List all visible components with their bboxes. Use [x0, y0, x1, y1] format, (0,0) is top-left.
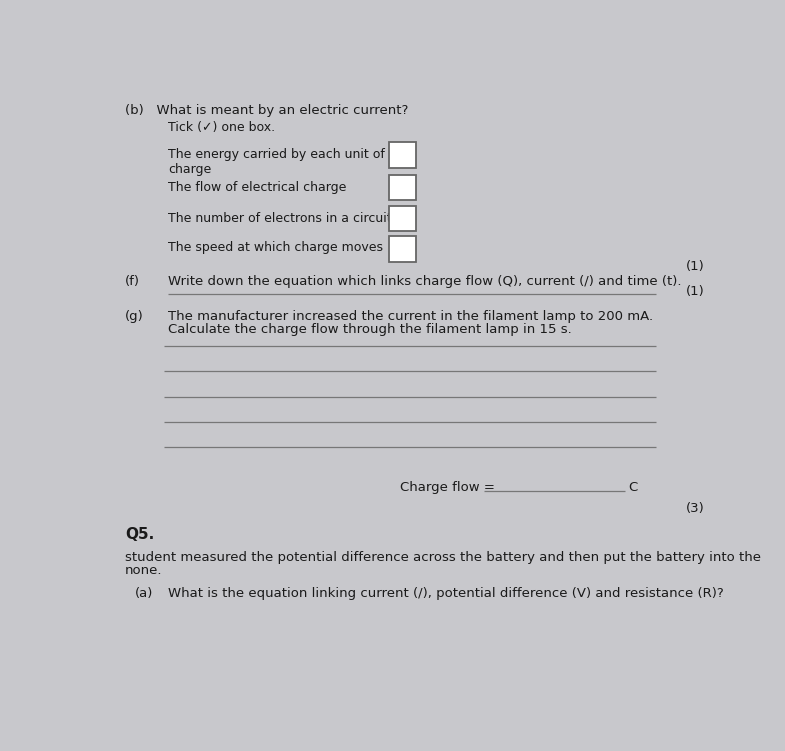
Bar [389, 143, 416, 168]
Text: none.: none. [126, 564, 162, 577]
Text: (g): (g) [126, 310, 144, 324]
Text: The flow of electrical charge: The flow of electrical charge [168, 181, 346, 194]
Text: C: C [628, 481, 637, 494]
Text: student measured the potential difference across the battery and then put the ba: student measured the potential differenc… [126, 550, 761, 563]
Text: (3): (3) [685, 502, 704, 515]
Text: (f): (f) [126, 275, 141, 288]
Text: (1): (1) [685, 285, 704, 298]
Text: What is the equation linking current (/), potential difference (V) and resistanc: What is the equation linking current (/)… [168, 587, 724, 600]
Text: The speed at which charge moves: The speed at which charge moves [168, 241, 383, 254]
Text: (b)   What is meant by an electric current?: (b) What is meant by an electric current… [126, 104, 409, 117]
Bar [389, 206, 416, 231]
Text: Write down the equation which links charge flow (Q), current (/) and time (t).: Write down the equation which links char… [168, 275, 681, 288]
Text: Tick (✓) one box.: Tick (✓) one box. [168, 121, 275, 134]
Bar [389, 237, 416, 262]
Text: Q5.: Q5. [126, 527, 155, 542]
Text: The number of electrons in a circuit: The number of electrons in a circuit [168, 212, 392, 225]
Text: The energy carried by each unit of
charge: The energy carried by each unit of charg… [168, 148, 385, 176]
Text: Charge flow =: Charge flow = [400, 481, 499, 494]
Bar [389, 175, 416, 201]
Text: The manufacturer increased the current in the filament lamp to 200 mA.: The manufacturer increased the current i… [168, 310, 653, 324]
Text: Calculate the charge flow through the filament lamp in 15 s.: Calculate the charge flow through the fi… [168, 324, 571, 336]
Text: (a): (a) [134, 587, 153, 600]
Text: (1): (1) [685, 260, 704, 273]
